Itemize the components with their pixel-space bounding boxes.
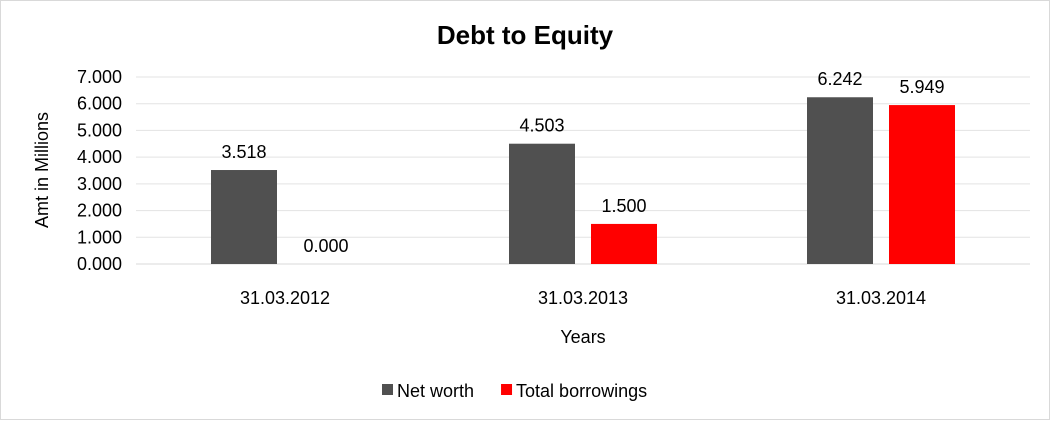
- y-axis-label: Amt in Millions: [32, 112, 52, 228]
- x-tick-label: 31.03.2013: [538, 288, 628, 308]
- bar-total-borrowings: [889, 105, 955, 264]
- data-label: 0.000: [303, 236, 348, 256]
- y-tick-label: 4.000: [77, 147, 122, 167]
- legend-label: Net worth: [397, 381, 474, 401]
- legend-swatch: [382, 384, 393, 395]
- y-tick-label: 1.000: [77, 227, 122, 247]
- y-tick-label: 2.000: [77, 201, 122, 221]
- y-tick-label: 6.000: [77, 94, 122, 114]
- x-tick-label: 31.03.2014: [836, 288, 926, 308]
- legend-item: Net worth: [382, 381, 474, 401]
- x-axis-label: Years: [560, 327, 605, 347]
- data-label: 5.949: [899, 77, 944, 97]
- chart-title: Debt to Equity: [437, 20, 614, 50]
- legend-swatch: [501, 384, 513, 395]
- bar-net-worth: [807, 97, 873, 265]
- data-label: 3.518: [221, 142, 266, 162]
- bar-total-borrowings: [591, 223, 657, 264]
- y-tick-label: 5.000: [77, 120, 122, 140]
- data-label: 4.503: [519, 116, 564, 136]
- y-tick-label: 0.000: [77, 254, 122, 274]
- data-label: 1.500: [601, 196, 646, 216]
- data-label: 6.242: [817, 69, 862, 89]
- y-tick-label: 3.000: [77, 174, 122, 194]
- bar-net-worth: [211, 170, 277, 264]
- legend-label: Total borrowings: [516, 381, 647, 401]
- x-tick-label: 31.03.2012: [240, 288, 330, 308]
- bar-net-worth: [509, 143, 575, 264]
- y-tick-label: 7.000: [77, 67, 122, 87]
- legend-item: Total borrowings: [501, 381, 647, 401]
